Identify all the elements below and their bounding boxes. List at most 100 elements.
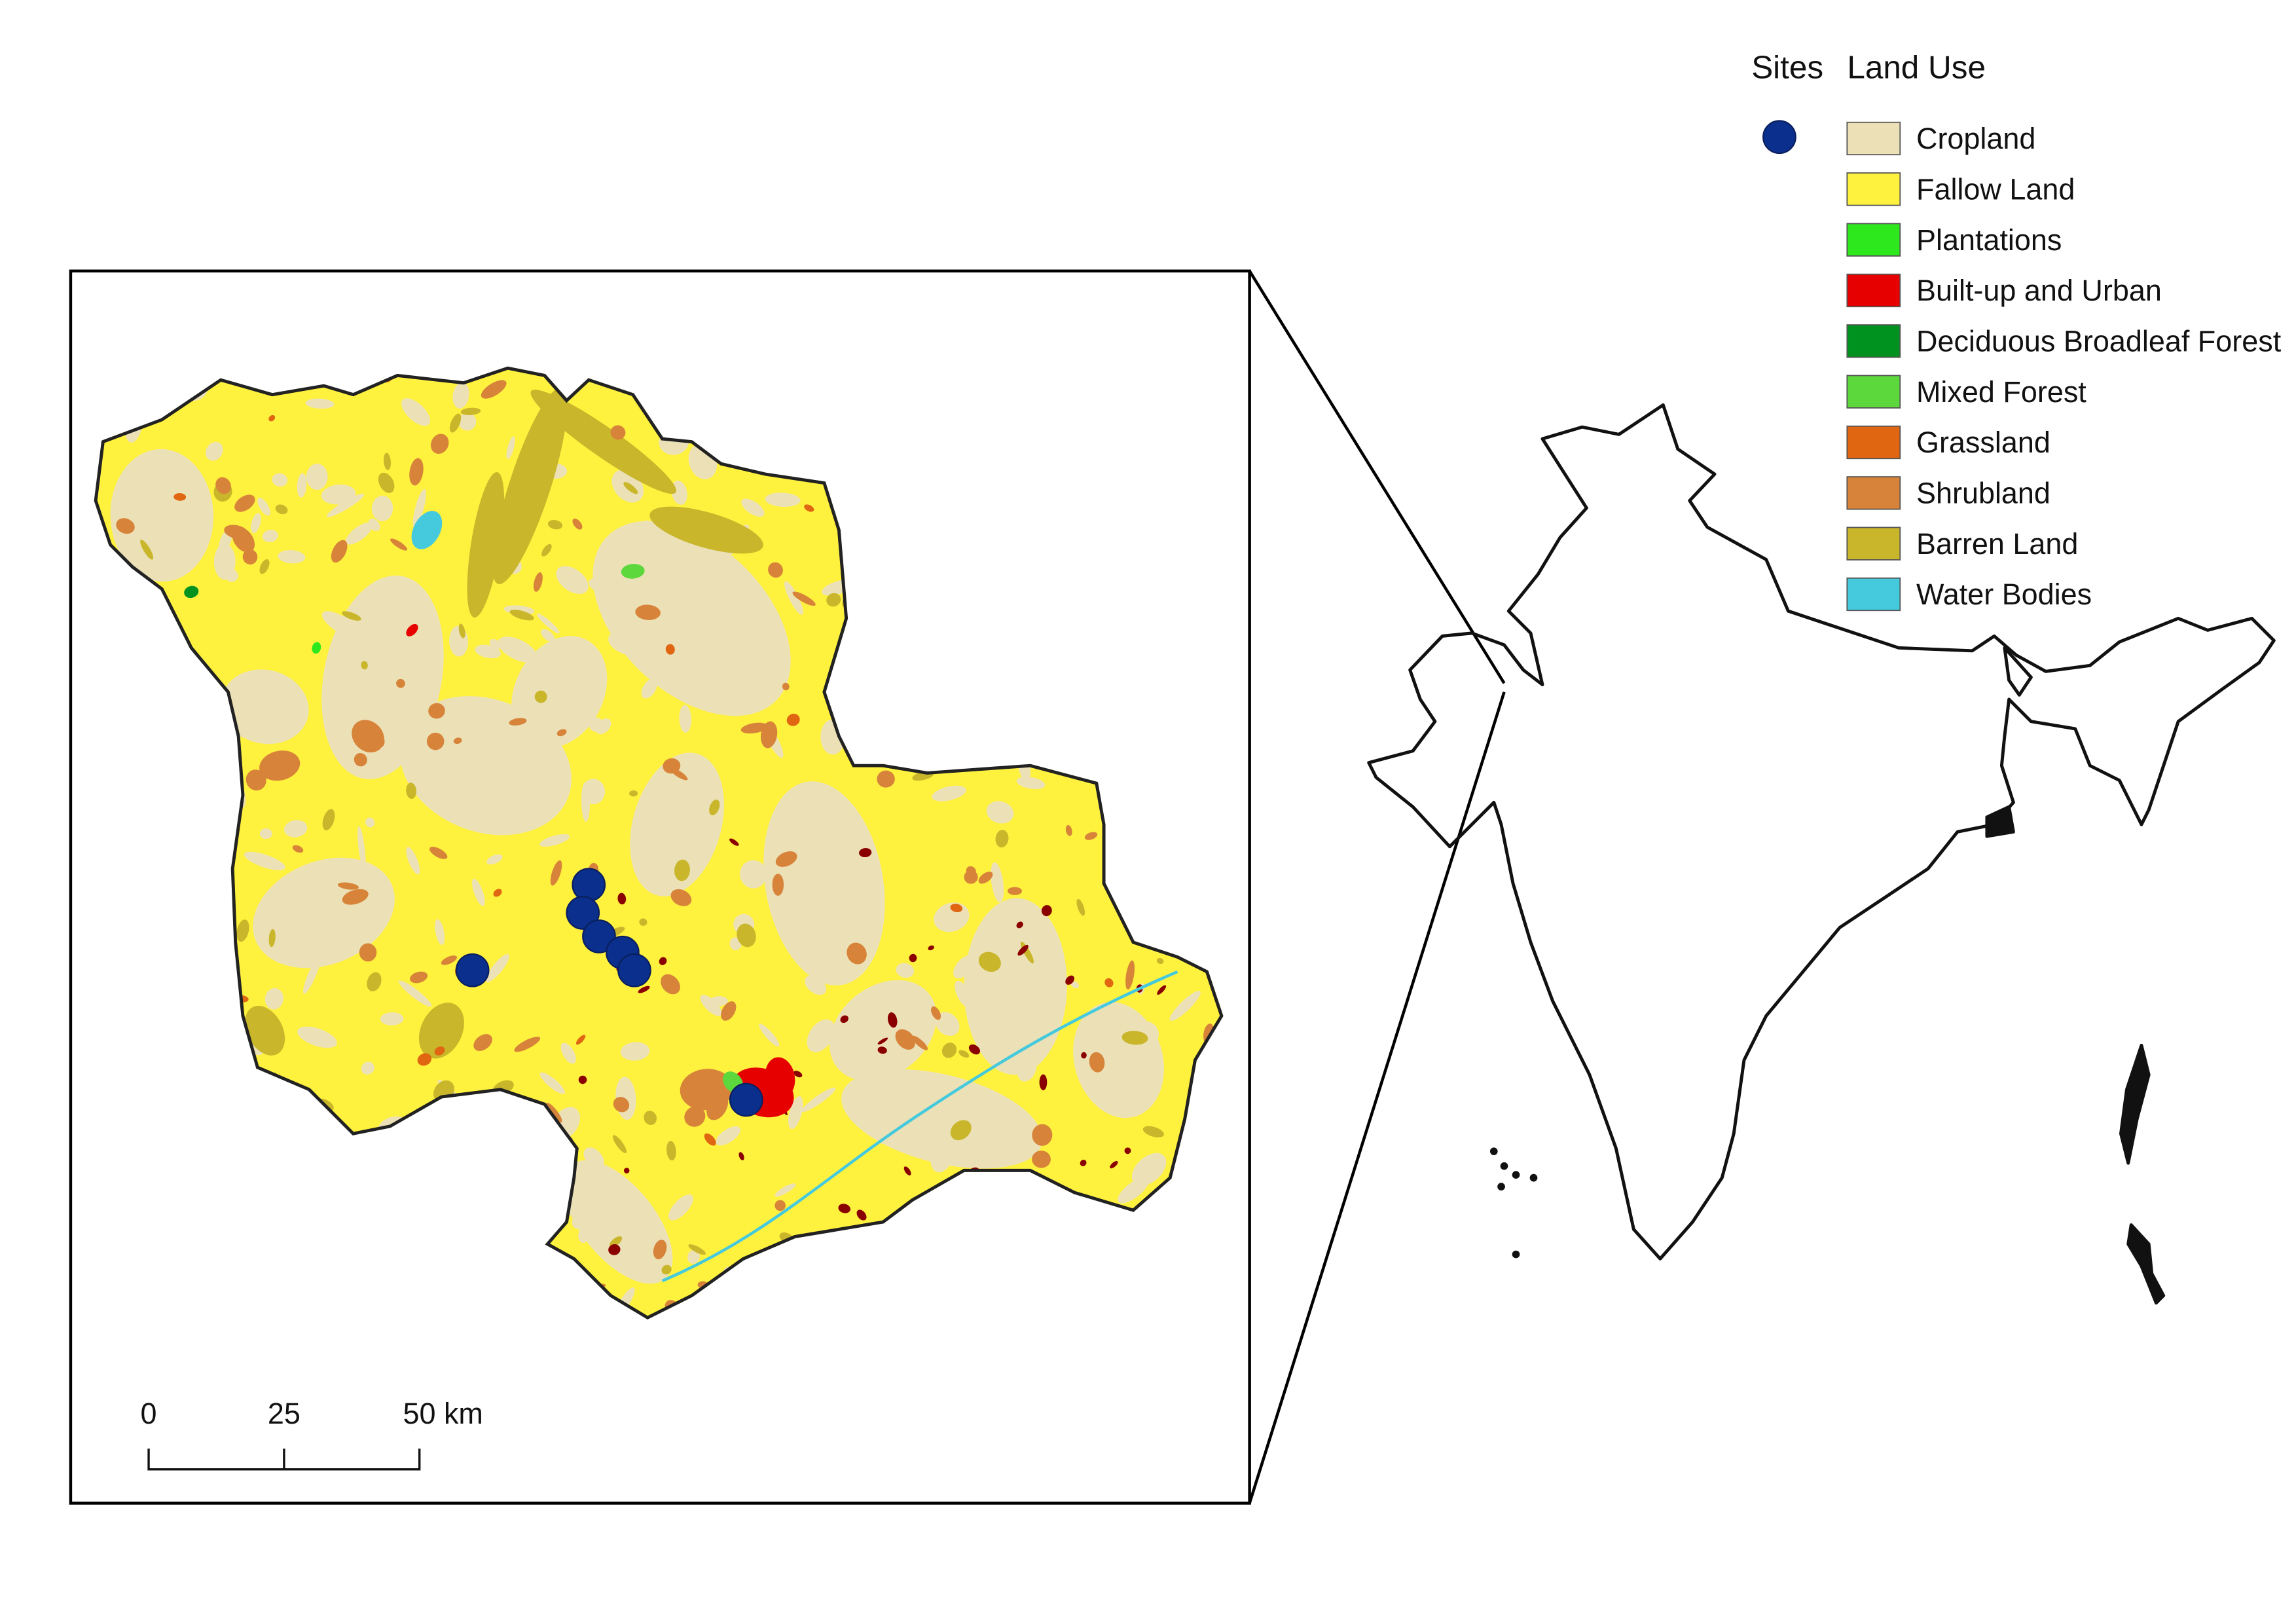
land-use-patch [396,678,405,688]
land-use-patch [964,898,1067,1075]
land-use-patch [486,854,503,865]
legend-swatch [1846,375,1901,409]
land-use-patch [649,506,763,554]
land-use-patch [614,587,632,622]
land-use-patch [1142,1126,1164,1137]
land-use-patch [968,1044,980,1055]
land-use-patch [1080,1159,1087,1166]
land-use-patch [428,703,445,719]
land-use-patch [772,874,784,896]
land-use-patch [623,482,638,494]
land-use-patch [765,492,801,507]
legend-swatch [1846,425,1901,460]
land-use-patch [303,955,321,994]
land-use-patch [1121,1031,1148,1045]
land-use-patch [361,661,368,670]
land-use-patch [670,889,692,906]
land-use-patch [401,695,422,706]
land-use-patch [1039,1074,1048,1090]
legend-swatch [1846,121,1901,156]
river [661,970,1178,1283]
land-use-patch [801,1087,836,1113]
land-use-patch [621,564,645,579]
land-use-patch [695,622,712,640]
land-use-patch [638,571,669,599]
land-use-patch [475,727,494,741]
land-use-patch [805,975,827,995]
land-use-patch [346,690,360,707]
land-use-patch [610,1236,623,1247]
land-use-patch [1008,887,1023,895]
land-use-patch [327,493,365,517]
land-use-patch [556,729,567,737]
land-use-patch [704,1133,716,1146]
land-use-patch [1032,1151,1051,1168]
land-use-patch [1017,1055,1037,1082]
land-use-patch [297,473,307,498]
land-use-patch [642,520,654,549]
site-marker [617,953,651,987]
land-use-patch [509,718,527,726]
scale-bar: 0 25 50 km [141,1397,483,1471]
legend-sites-title: Sites [1751,49,1823,85]
land-use-patch [529,696,546,724]
land-use-patch [741,498,765,517]
land-use-patch [1169,991,1201,1021]
land-use-patch [684,1106,706,1127]
legend-label: Water Bodies [1916,578,2092,611]
land-use-patch [663,758,681,774]
land-use-patch [268,929,276,948]
land-use-patch [329,724,358,754]
india-outline [1367,403,2276,1305]
legend-label: Mixed Forest [1916,375,2086,409]
land-use-patch [541,544,552,557]
land-use-patch [284,820,308,838]
land-use-patch [434,1046,445,1056]
land-use-patch [729,838,739,846]
land-use-patch [251,513,261,534]
land-use-patch [793,1071,803,1078]
land-use-patch [441,955,458,965]
land-use-patch [547,519,563,530]
land-use-patch [354,752,367,767]
land-use-patch [359,943,377,962]
land-use-patch [1075,1029,1100,1052]
land-use-patch [812,885,826,896]
land-use-patch [838,1204,851,1213]
site-marker [566,896,600,930]
land-use-patch [259,828,272,840]
legend-landuse-title: Land Use [1847,49,1986,85]
land-use-patch [268,415,276,422]
land-use-patch [809,925,826,954]
land-use-patch [430,434,449,454]
connector-line [1248,270,1506,684]
land-use-patch [406,783,417,799]
land-use-patch [964,870,978,884]
land-use-patch [361,1061,374,1075]
site-marker [572,868,606,902]
land-use-patch [271,898,285,910]
land-use-patch [541,629,555,642]
land-use-patch [826,593,841,607]
land-use-patch [738,1152,744,1160]
land-use-patch [638,986,650,993]
land-use-patch [1099,1024,1136,1035]
land-use-patch [644,1111,657,1126]
land-use-patch [578,1075,587,1084]
land-use-patch [418,1003,464,1059]
land-use-patch [409,971,428,984]
land-use-patch [1016,777,1046,790]
land-use-patch [232,526,255,553]
land-use-patch [659,957,667,965]
land-use-patch [550,860,562,886]
land-use-patch [371,495,393,521]
land-use-patch [737,923,756,948]
land-use-patch [760,721,778,748]
site-legend-icon [1762,120,1796,155]
land-use-patch [774,1183,796,1197]
land-use-patch [429,847,448,859]
land-use-patch [784,581,803,615]
land-use-patch [786,713,800,726]
land-use-patch [322,611,359,638]
land-use-patch [680,1069,733,1111]
